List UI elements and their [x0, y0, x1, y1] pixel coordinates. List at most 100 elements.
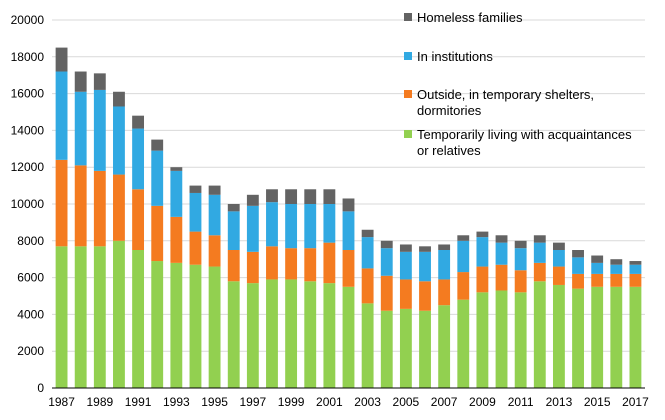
bar-2015-series-1 [591, 273, 604, 287]
bar-2002-series-1 [342, 250, 355, 287]
x-tick-label: 2013 [546, 395, 573, 409]
bar-2010-series-0 [495, 290, 508, 388]
x-tick-label: 1989 [86, 395, 113, 409]
bar-1996-series-1 [227, 250, 240, 282]
bar-2010-series-1 [495, 264, 508, 291]
bar-2009-series-0 [476, 292, 489, 388]
bar-1991-series-3 [132, 115, 145, 129]
bar-2011-series-2 [514, 248, 527, 271]
legend-label-1: dormitories [417, 103, 482, 118]
x-tick-label: 1995 [201, 395, 228, 409]
bar-2001-series-2 [323, 204, 336, 243]
bar-2015-series-0 [591, 286, 604, 388]
bar-2007-series-2 [438, 250, 451, 280]
bar-2003-series-0 [361, 303, 374, 388]
bar-1996-series-2 [227, 211, 240, 250]
bar-1998-series-0 [266, 279, 278, 388]
bar-2008-series-0 [457, 299, 470, 388]
y-tick-label: 20000 [11, 13, 45, 27]
bar-1994-series-3 [189, 185, 202, 193]
bar-1995-series-2 [208, 194, 221, 236]
bar-1990-series-0 [113, 240, 125, 388]
bar-1993-series-3 [170, 167, 183, 171]
bar-1992-series-1 [151, 205, 164, 262]
x-tick-label: 1997 [240, 395, 267, 409]
bar-2007-series-3 [438, 244, 451, 250]
bar-1997-series-2 [246, 205, 259, 252]
bar-2008-series-1 [457, 272, 470, 300]
bar-2012-series-1 [533, 262, 546, 282]
x-tick-label: 2007 [431, 395, 458, 409]
y-tick-label: 4000 [17, 307, 44, 321]
bar-1989-series-0 [93, 246, 106, 388]
bar-2001-series-3 [323, 189, 336, 204]
x-tick-label: 2017 [622, 395, 649, 409]
bar-2013-series-1 [552, 266, 565, 285]
bar-2014-series-3 [572, 250, 584, 258]
x-tick-label: 1987 [48, 395, 75, 409]
bar-1998-series-3 [266, 189, 278, 203]
bar-1987-series-2 [55, 71, 68, 160]
bar-2009-series-2 [476, 237, 489, 267]
legend-swatch-2 [404, 52, 412, 60]
x-tick-label: 2003 [354, 395, 381, 409]
bar-1999-series-2 [285, 204, 298, 249]
bar-2006-series-0 [419, 310, 431, 388]
bar-2001-series-0 [323, 283, 336, 388]
bar-1997-series-3 [246, 194, 259, 206]
bar-1993-series-2 [170, 170, 183, 217]
bar-2009-series-1 [476, 266, 489, 293]
legend-label-0: Temporarily living with acquaintances [417, 127, 632, 142]
bar-1990-series-3 [113, 91, 125, 107]
bar-1988-series-2 [74, 91, 87, 166]
bar-2012-series-2 [533, 242, 546, 263]
legend-swatch-3 [404, 13, 412, 21]
bar-1993-series-1 [170, 216, 183, 263]
bar-1992-series-3 [151, 139, 164, 151]
bar-2003-series-2 [361, 237, 374, 269]
bar-2017-series-0 [629, 286, 642, 388]
bar-2002-series-0 [342, 286, 355, 388]
bar-2011-series-0 [514, 292, 527, 388]
y-tick-labels: 0 2000 4000 6000 8000 10000 12000 14000 16000 180… [11, 13, 45, 395]
bar-1992-series-0 [151, 261, 164, 388]
bar-2010-series-3 [495, 235, 508, 243]
bar-2013-series-3 [552, 242, 565, 250]
bar-2001-series-1 [323, 242, 336, 284]
y-tick-label: 2000 [17, 344, 44, 358]
x-tick-label: 2015 [584, 395, 611, 409]
bar-1987-series-0 [55, 246, 68, 388]
bar-1996-series-3 [227, 204, 240, 212]
bar-2017-series-1 [629, 273, 642, 287]
legend-label-3: Homeless families [417, 10, 523, 25]
bar-2009-series-3 [476, 231, 489, 238]
x-tick-label: 2011 [508, 395, 534, 409]
bar-1993-series-0 [170, 262, 183, 388]
bar-2014-series-1 [572, 273, 584, 289]
bars [55, 47, 642, 388]
bar-2004-series-1 [380, 275, 393, 311]
bar-2005-series-1 [399, 279, 412, 309]
bar-2004-series-2 [380, 248, 393, 276]
bar-1989-series-1 [93, 170, 106, 247]
bar-2003-series-1 [361, 268, 374, 304]
bar-1987-series-1 [55, 159, 68, 247]
bar-1999-series-0 [285, 279, 298, 388]
legend-label-2: In institutions [417, 49, 493, 64]
bar-1994-series-0 [189, 264, 202, 388]
bar-2011-series-1 [514, 270, 527, 293]
bar-2006-series-3 [419, 246, 431, 252]
bar-1998-series-1 [266, 246, 278, 280]
bar-2007-series-0 [438, 305, 451, 388]
bar-2006-series-2 [419, 251, 431, 282]
bar-1996-series-0 [227, 281, 240, 388]
bar-1999-series-1 [285, 248, 298, 280]
bar-1991-series-2 [132, 128, 145, 190]
y-tick-label: 8000 [17, 234, 44, 248]
bar-1997-series-0 [246, 283, 259, 388]
bar-2017-series-3 [629, 261, 642, 265]
bar-1987-series-3 [55, 47, 68, 72]
bar-2003-series-3 [361, 229, 374, 238]
x-tick-label: 1999 [278, 395, 305, 409]
